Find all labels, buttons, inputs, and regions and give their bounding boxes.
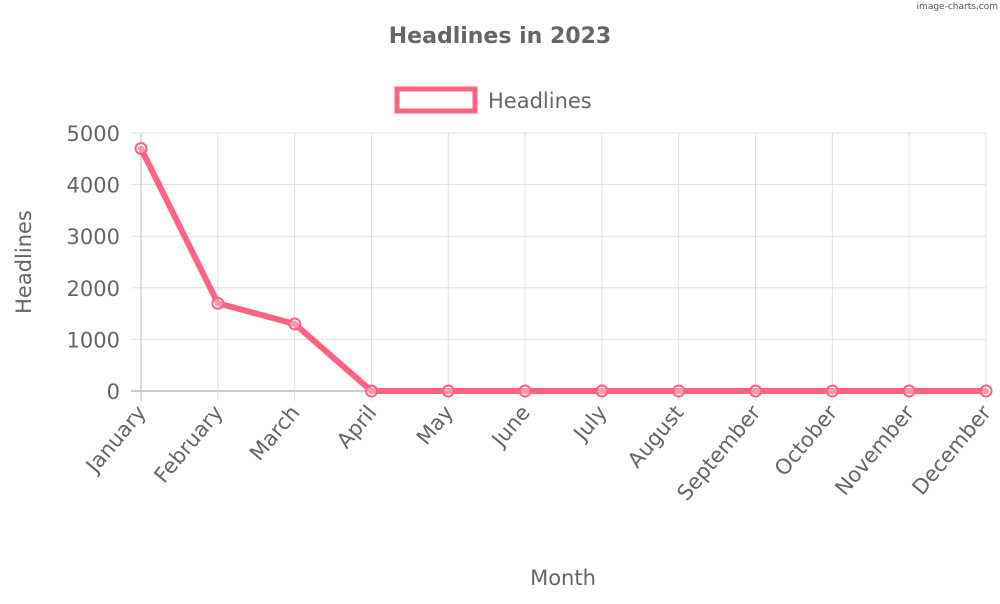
- y-tick-label: 4000: [67, 174, 120, 198]
- data-point: [672, 384, 686, 398]
- data-point: [364, 384, 378, 398]
- y-tick-label: 5000: [67, 122, 120, 146]
- x-tick-label: June: [486, 401, 535, 453]
- x-tick-label: February: [149, 401, 227, 488]
- x-tick-label: July: [568, 401, 612, 447]
- chart-title: Headlines in 2023: [389, 24, 611, 49]
- data-point: [518, 384, 532, 398]
- y-axis-ticks: 0 1000 2000 3000 4000 5000: [67, 122, 120, 404]
- data-point: [902, 384, 916, 398]
- data-point: [288, 317, 302, 331]
- y-tick-label: 1000: [67, 328, 120, 352]
- x-tick-label: August: [623, 401, 689, 473]
- watermark: image-charts.com: [917, 2, 998, 12]
- data-point: [595, 384, 609, 398]
- y-tick-label: 2000: [67, 277, 120, 301]
- x-axis-label: Month: [530, 566, 596, 590]
- legend-swatch-headlines: [394, 86, 478, 114]
- legend-label-headlines: Headlines: [488, 89, 592, 113]
- data-point: [441, 384, 455, 398]
- data-point: [979, 384, 993, 398]
- y-tick-label: 3000: [67, 225, 120, 249]
- y-axis-label: Headlines: [12, 210, 36, 314]
- x-tick-label: January: [80, 401, 151, 479]
- x-tick-label: December: [907, 401, 996, 500]
- x-tick-label: October: [770, 401, 843, 481]
- data-point: [749, 384, 763, 398]
- series-headlines: [134, 141, 993, 398]
- x-tick-label: November: [830, 401, 919, 500]
- x-tick-label: April: [332, 401, 381, 453]
- series-line: [138, 145, 989, 394]
- data-point: [825, 384, 839, 398]
- data-point: [211, 296, 225, 310]
- x-tick-label: March: [245, 401, 305, 465]
- x-tick-label: May: [412, 401, 458, 450]
- data-point: [134, 141, 148, 155]
- y-tick-label: 0: [107, 380, 120, 404]
- grid: [131, 132, 987, 401]
- legend: Headlines: [394, 86, 592, 114]
